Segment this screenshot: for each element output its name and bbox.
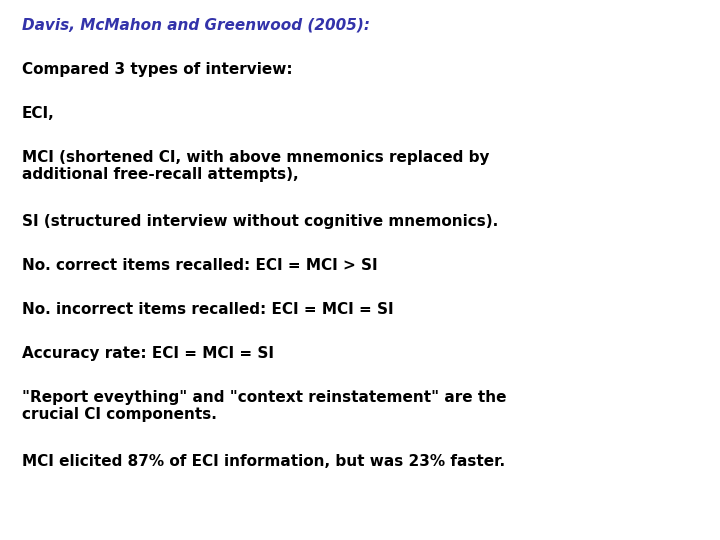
Text: SI (structured interview without cognitive mnemonics).: SI (structured interview without cogniti…	[22, 214, 498, 229]
Text: MCI elicited 87% of ECI information, but was 23% faster.: MCI elicited 87% of ECI information, but…	[22, 454, 505, 469]
Text: Davis, McMahon and Greenwood (2005):: Davis, McMahon and Greenwood (2005):	[22, 18, 370, 33]
Text: No. correct items recalled: ECI = MCI > SI: No. correct items recalled: ECI = MCI > …	[22, 258, 377, 273]
Text: Compared 3 types of interview:: Compared 3 types of interview:	[22, 62, 292, 77]
Text: "Report eveything" and "context reinstatement" are the
crucial CI components.: "Report eveything" and "context reinstat…	[22, 390, 506, 422]
Text: MCI (shortened CI, with above mnemonics replaced by
additional free-recall attem: MCI (shortened CI, with above mnemonics …	[22, 150, 490, 183]
Text: Accuracy rate: ECI = MCI = SI: Accuracy rate: ECI = MCI = SI	[22, 346, 274, 361]
Text: No. incorrect items recalled: ECI = MCI = SI: No. incorrect items recalled: ECI = MCI …	[22, 302, 394, 317]
Text: ECI,: ECI,	[22, 106, 55, 121]
